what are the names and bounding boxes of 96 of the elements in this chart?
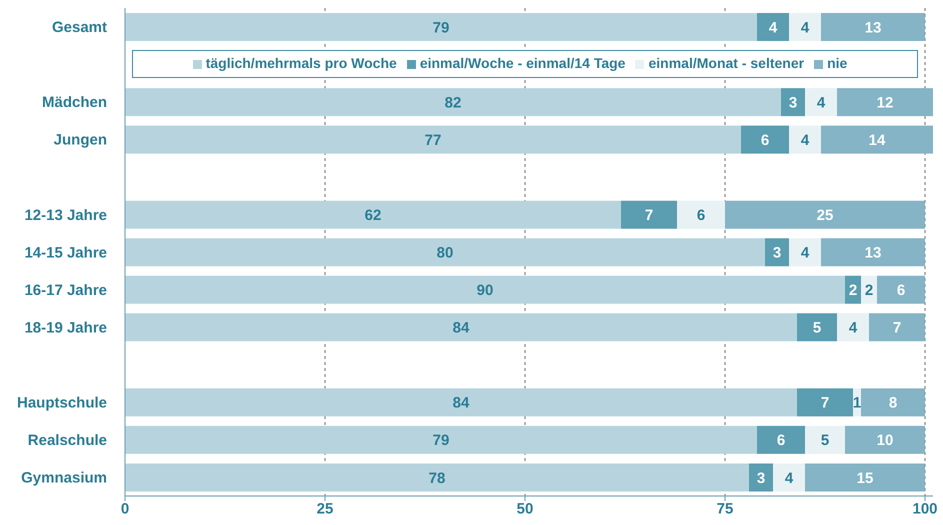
bar	[797, 313, 837, 342]
bar	[797, 388, 853, 416]
y-tick-label: 16-17 Jahre	[24, 282, 107, 299]
bar	[805, 463, 925, 492]
data-label: 4	[816, 94, 826, 112]
legend-label: einmal/Woche - einmal/14 Tage	[420, 55, 626, 72]
x-tick-label: 0	[120, 500, 130, 518]
data-label: 1	[852, 394, 862, 412]
data-label: 7	[820, 394, 830, 412]
data-label: 84	[452, 394, 470, 412]
y-tick-label: Realschule	[28, 432, 107, 450]
legend-label: einmal/Monat - seltener	[648, 55, 804, 72]
bar	[125, 88, 781, 116]
bar	[125, 238, 765, 266]
y-tick-label: Gesamt	[52, 19, 107, 36]
data-label: 14	[868, 132, 886, 149]
x-tick-label: 25	[316, 500, 334, 518]
x-tick-label: 100	[912, 500, 938, 518]
data-label: 4	[800, 132, 810, 149]
data-label: 80	[436, 244, 454, 262]
bar	[789, 13, 821, 41]
bar	[125, 13, 757, 41]
data-label: 79	[432, 432, 450, 450]
data-label: 79	[432, 19, 450, 36]
y-tick-label: Mädchen	[42, 94, 107, 112]
data-label: 3	[756, 470, 766, 487]
data-label: 2	[848, 282, 858, 300]
data-label: 3	[772, 244, 782, 262]
bar	[781, 88, 805, 116]
data-label: 8	[888, 394, 898, 412]
data-label: 7	[892, 320, 902, 337]
bar	[821, 238, 925, 266]
data-label: 4	[768, 19, 778, 36]
bar	[125, 200, 621, 229]
data-label: 62	[364, 207, 382, 224]
y-tick-label: 18-19 Jahre	[24, 319, 107, 336]
data-label: 4	[800, 244, 810, 262]
y-tick-label: 14-15 Jahre	[24, 244, 107, 262]
data-label: 77	[424, 132, 442, 149]
bar	[757, 13, 789, 41]
data-label: 6	[896, 282, 906, 300]
legend-label: nie	[827, 55, 848, 72]
data-label: 10	[876, 432, 894, 450]
bar	[789, 238, 821, 266]
data-label: 5	[812, 320, 822, 337]
data-label: 2	[864, 282, 874, 300]
y-tick-label: Jungen	[54, 132, 107, 149]
bar	[805, 426, 845, 454]
data-label: 13	[864, 19, 882, 36]
data-label: 6	[760, 132, 770, 149]
bar	[837, 313, 869, 342]
bar	[757, 426, 805, 454]
y-tick-label: Hauptschule	[16, 394, 107, 412]
data-label: 12	[876, 94, 894, 112]
bar	[125, 463, 749, 492]
y-tick-label: Gymnasium	[21, 470, 107, 487]
bar	[677, 200, 725, 229]
bar	[837, 88, 933, 116]
x-tick-label: 75	[716, 500, 734, 518]
data-label: 82	[444, 94, 462, 112]
data-label: 25	[816, 207, 834, 224]
data-label: 84	[452, 320, 470, 337]
bar	[869, 313, 925, 342]
bar	[861, 388, 925, 416]
bar	[773, 463, 805, 492]
bar	[877, 276, 925, 304]
bar	[821, 13, 925, 41]
data-label: 6	[776, 432, 786, 450]
bar	[725, 200, 925, 229]
bar	[749, 463, 773, 492]
data-label: 6	[696, 207, 706, 224]
data-label: 4	[848, 320, 858, 337]
data-label: 5	[820, 432, 830, 450]
bar	[125, 388, 797, 416]
bar	[845, 426, 925, 454]
y-tick-label: 12-13 Jahre	[24, 206, 107, 224]
data-label: 13	[864, 244, 882, 262]
x-tick-label: 50	[516, 500, 534, 518]
bar	[125, 276, 845, 304]
bar	[125, 426, 757, 454]
bar	[621, 200, 677, 229]
data-label: 3	[788, 94, 798, 112]
bar	[741, 126, 789, 154]
bar	[125, 313, 797, 342]
data-label: 4	[800, 19, 810, 36]
legend-label: täglich/mehrmals pro Woche	[206, 55, 397, 72]
data-label: 7	[644, 207, 654, 224]
bar	[125, 126, 741, 154]
data-label: 15	[856, 470, 874, 487]
data-label: 78	[428, 470, 446, 487]
bar	[821, 126, 933, 154]
data-label: 90	[476, 282, 494, 300]
bar	[805, 88, 837, 116]
bar	[789, 126, 821, 154]
data-label: 4	[784, 470, 794, 487]
bar	[765, 238, 789, 266]
